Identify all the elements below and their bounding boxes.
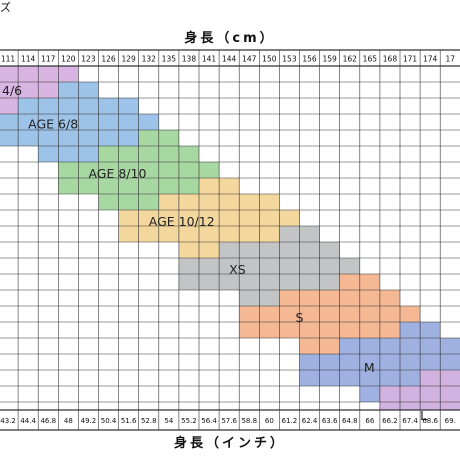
cm-tick-label: 171 xyxy=(403,55,418,64)
cm-tick-label: 165 xyxy=(363,55,378,64)
cm-tick-label: 129 xyxy=(121,55,136,64)
cm-tick-label: 141 xyxy=(202,55,217,64)
inch-tick-label: 55.2 xyxy=(181,417,197,425)
size-band-label: AGE 6/8 xyxy=(28,117,78,132)
size-band-label: XS xyxy=(229,262,246,277)
inch-tick-label: 54 xyxy=(164,417,173,425)
cm-tick-label: 162 xyxy=(343,55,358,64)
cm-tick-label: 174 xyxy=(423,55,438,64)
cm-tick-label: 117 xyxy=(41,55,56,64)
inch-tick-label: 61.2 xyxy=(282,417,298,425)
height-cm-title: 身長（cm） xyxy=(184,31,276,46)
size-band-cell xyxy=(0,114,159,130)
cm-tick-label: 17 xyxy=(445,55,455,64)
inch-tick-label: 50.4 xyxy=(101,417,117,425)
cm-tick-label: 147 xyxy=(242,55,257,64)
cm-tick-label: 111 xyxy=(1,55,16,64)
cm-tick-label: 159 xyxy=(322,55,337,64)
size-band-cell xyxy=(239,306,421,322)
inch-tick-label: 57.6 xyxy=(221,417,237,425)
size-band-label: M xyxy=(364,360,375,375)
size-band-cell xyxy=(0,66,79,82)
inch-tick-label: 66.2 xyxy=(382,417,398,425)
size-band-cell xyxy=(0,130,159,146)
cm-tick-label: 132 xyxy=(142,55,157,64)
inch-tick-label: 67.4 xyxy=(402,417,418,425)
inch-tick-label: 68.6 xyxy=(422,417,438,425)
cm-tick-label: 114 xyxy=(21,55,36,64)
size-band-label: AGE 8/10 xyxy=(88,166,146,181)
inch-tick-label: 62.4 xyxy=(302,417,318,425)
inch-tick-label: 48 xyxy=(64,417,73,425)
inch-tick-label: 66 xyxy=(365,417,374,425)
size-band-cell xyxy=(239,322,421,338)
cm-tick-label: 123 xyxy=(81,55,96,64)
size-band-label: L xyxy=(420,408,427,423)
inch-tick-label: 56.4 xyxy=(201,417,217,425)
cm-tick-label: 135 xyxy=(162,55,177,64)
corner-text: ズ xyxy=(0,1,11,14)
cm-tick-label: 168 xyxy=(383,55,398,64)
inch-tick-label: 43.2 xyxy=(0,417,16,425)
inch-tick-label: 51.6 xyxy=(121,417,137,425)
inch-tick-label: 52.8 xyxy=(141,417,157,425)
cm-tick-label: 144 xyxy=(222,55,237,64)
cm-tick-label: 138 xyxy=(182,55,197,64)
inch-tick-label: 44.4 xyxy=(20,417,36,425)
inch-tick-label: 49.2 xyxy=(81,417,97,425)
size-band-label: S xyxy=(295,310,303,325)
size-band-label: AGE 10/12 xyxy=(149,214,215,229)
cm-tick-label: 120 xyxy=(61,55,76,64)
inch-tick-label: 46.8 xyxy=(40,417,56,425)
height-inch-title: 身長（インチ） xyxy=(173,436,286,451)
inch-tick-label: 60 xyxy=(265,417,274,425)
size-band-cell xyxy=(118,226,300,242)
inch-tick-label: 58.8 xyxy=(241,417,257,425)
cm-tick-label: 156 xyxy=(302,55,317,64)
size-band-cell xyxy=(178,274,360,290)
size-band-cell xyxy=(178,258,360,274)
inch-tick-label: 63.6 xyxy=(322,417,338,425)
size-band-label: 4/6 xyxy=(2,83,22,98)
inch-tick-label: 69. xyxy=(445,417,456,425)
size-band-cell xyxy=(98,146,199,162)
cm-tick-label: 126 xyxy=(101,55,116,64)
size-band-cell xyxy=(118,210,300,226)
cm-tick-label: 153 xyxy=(282,55,297,64)
inch-tick-label: 64.8 xyxy=(342,417,358,425)
cm-tick-label: 150 xyxy=(262,55,277,64)
